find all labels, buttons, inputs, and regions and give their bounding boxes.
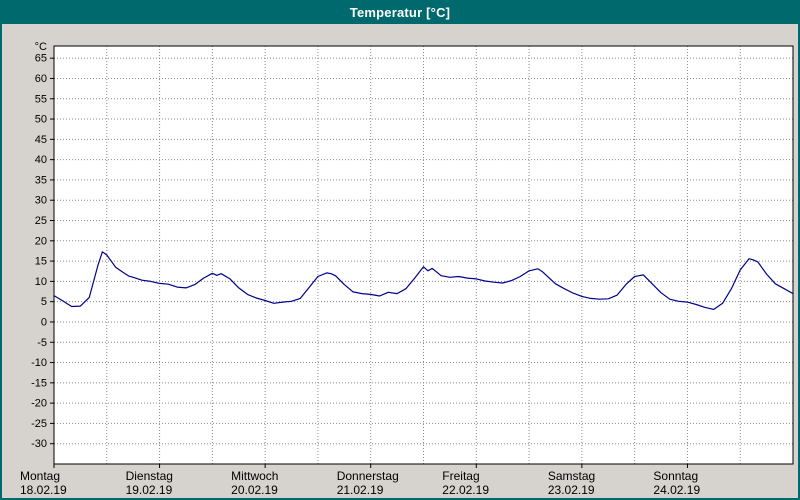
y-tick-label: 65 <box>35 53 47 65</box>
y-tick-label: 60 <box>35 73 47 85</box>
y-tick-label: -20 <box>31 398 47 410</box>
temperature-chart: -30 -25 -20 -15 -10 -5 0 5 10 15 20 25 30 35 40 45 50 55 6… <box>20 41 794 497</box>
x-day-name: Samstag <box>548 469 595 483</box>
y-tick-label: 30 <box>35 195 47 207</box>
y-axis-unit: °C <box>35 41 47 53</box>
x-day-date: 19.02.19 <box>126 483 173 497</box>
plot-area <box>54 46 793 464</box>
y-tick-label: -30 <box>31 438 47 450</box>
x-day-date: 21.02.19 <box>337 483 384 497</box>
plot-border <box>53 45 794 465</box>
y-tick-label: 55 <box>35 93 47 105</box>
temperature-line <box>53 251 794 310</box>
y-tick-label: 45 <box>35 134 47 146</box>
y-tick-label: 0 <box>41 316 47 328</box>
y-tick-label: 15 <box>35 256 47 268</box>
chart-panel: -30 -25 -20 -15 -10 -5 0 5 10 15 20 25 30 35 40 45 50 55 6… <box>2 24 798 498</box>
y-tick-label: 10 <box>35 276 47 288</box>
y-tick-label: -25 <box>31 418 47 430</box>
title-bar: Temperatur [°C] <box>2 2 798 24</box>
x-day-date: 18.02.19 <box>20 483 67 497</box>
x-day-name: Donnerstag <box>337 469 399 483</box>
x-day-name: Montag <box>20 469 60 483</box>
y-tick-label: 20 <box>35 235 47 247</box>
y-tick-label: 25 <box>35 215 47 227</box>
x-day-name: Freitag <box>442 469 479 483</box>
x-day-name: Sonntag <box>653 469 698 483</box>
x-day-date: 23.02.19 <box>548 483 595 497</box>
y-tick-label: 35 <box>35 174 47 186</box>
x-day-date: 22.02.19 <box>442 483 489 497</box>
x-day-date: 24.02.19 <box>653 483 700 497</box>
x-day-name: Dienstag <box>126 469 173 483</box>
y-tick-label: -10 <box>31 357 47 369</box>
y-tick-label: -5 <box>37 337 47 349</box>
y-tick-label: 5 <box>41 296 47 308</box>
window-title: Temperatur [°C] <box>349 5 451 20</box>
y-tick-label: 50 <box>35 114 47 126</box>
y-tick-label: -15 <box>31 377 47 389</box>
y-tick-label: 40 <box>35 154 47 166</box>
x-day-date: 20.02.19 <box>231 483 278 497</box>
x-day-name: Mittwoch <box>231 469 278 483</box>
